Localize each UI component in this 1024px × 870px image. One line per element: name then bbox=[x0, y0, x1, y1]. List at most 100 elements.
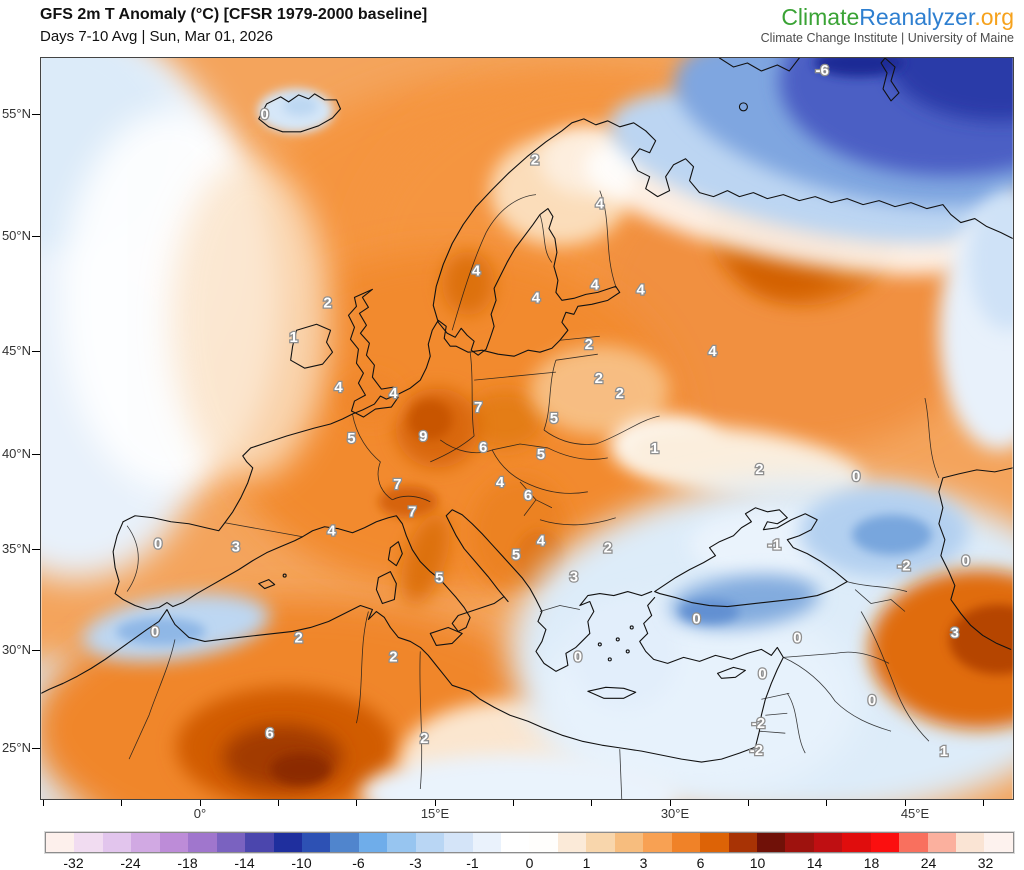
map-title: GFS 2m T Anomaly (°C) [CFSR 1979-2000 ba… bbox=[40, 6, 428, 23]
lat-tick bbox=[32, 453, 40, 455]
contour-label: 4 bbox=[472, 262, 481, 279]
colorbar-segment bbox=[956, 833, 985, 852]
contour-label: -6 bbox=[816, 62, 829, 79]
contour-label: 7 bbox=[393, 476, 401, 493]
contour-label: 2 bbox=[531, 152, 539, 169]
colorbar-segment bbox=[159, 833, 189, 852]
lon-tick bbox=[512, 800, 514, 806]
colorbar-segment bbox=[301, 833, 331, 852]
colorbar-segment bbox=[245, 833, 274, 852]
contour-label: 4 bbox=[708, 343, 717, 360]
colorbar-tick-label: -3 bbox=[409, 855, 422, 870]
colorbar-segment bbox=[756, 833, 786, 852]
colorbar-tick-label: 24 bbox=[920, 855, 937, 870]
climate-reanalyzer-logo[interactable]: ClimateReanalyzer.org bbox=[781, 4, 1014, 30]
colorbar-tick-label: 32 bbox=[977, 855, 994, 870]
contour-label: 5 bbox=[550, 410, 558, 427]
contour-label: 2 bbox=[755, 461, 763, 478]
lon-tick-label: 45°E bbox=[900, 806, 930, 821]
contour-label: 1 bbox=[289, 329, 297, 346]
contour-label: 0 bbox=[793, 629, 801, 646]
lat-tick-label: 35°N bbox=[1, 541, 31, 556]
colorbar-segment bbox=[586, 833, 615, 852]
contour-label: 4 bbox=[591, 276, 600, 293]
contour-label: 0 bbox=[692, 610, 700, 627]
lon-tick bbox=[277, 800, 279, 806]
contour-label: 0 bbox=[151, 623, 159, 640]
lon-tick bbox=[434, 800, 436, 806]
lat-tick-label: 45°N bbox=[1, 343, 31, 358]
contour-label: 6 bbox=[266, 725, 274, 742]
colorbar-segment bbox=[358, 833, 388, 852]
contour-label: 2 bbox=[323, 294, 331, 311]
colorbar-tick-label: 14 bbox=[806, 855, 823, 870]
contour-label: 6 bbox=[479, 439, 487, 456]
contour-label: -2 bbox=[750, 742, 763, 759]
logo-part-org: .org bbox=[974, 4, 1014, 30]
colorbar-tick-label: -10 bbox=[291, 855, 312, 870]
colorbar-tick-label: 0 bbox=[525, 855, 534, 870]
colorbar-segment bbox=[728, 833, 757, 852]
lat-tick bbox=[32, 649, 40, 651]
contour-label: 2 bbox=[420, 730, 428, 747]
contour-label: 6 bbox=[524, 487, 532, 504]
colorbar-segment bbox=[46, 833, 75, 852]
contour-label: 4 bbox=[496, 474, 505, 491]
contour-label: 2 bbox=[595, 370, 603, 387]
colorbar-segment bbox=[643, 833, 672, 852]
contour-label: 3 bbox=[951, 624, 959, 641]
lon-tick bbox=[826, 800, 828, 806]
colorbar-segment bbox=[216, 833, 246, 852]
contour-label: 2 bbox=[604, 540, 612, 557]
map-subtitle: Days 7-10 Avg | Sun, Mar 01, 2026 bbox=[40, 28, 273, 45]
colorbar-segment bbox=[785, 833, 814, 852]
colorbar-segment bbox=[74, 833, 103, 852]
logo-part-reanalyzer: Reanalyzer bbox=[859, 4, 975, 30]
lat-tick bbox=[32, 235, 40, 237]
colorbar-tick-label: -1 bbox=[466, 855, 479, 870]
contour-label: 2 bbox=[585, 336, 593, 353]
colorbar-segment bbox=[870, 833, 900, 852]
anomaly-map: 0 -6 2 4 4 4 4 4 2 1 2 4 2 2 4 4 7 5 9 5 6 5 1 2 0 7 4 6 7 4 4 0 3 5 2 -1 5 3… bbox=[40, 57, 1014, 800]
contour-label: 0 bbox=[758, 665, 766, 682]
contour-label: 2 bbox=[389, 648, 397, 665]
lon-tick bbox=[747, 800, 749, 806]
contour-label: -2 bbox=[897, 558, 910, 575]
contour-label: 0 bbox=[154, 536, 162, 553]
colorbar-tick-label: -32 bbox=[63, 855, 84, 870]
colorbar-segment bbox=[472, 833, 501, 852]
colorbar-segment bbox=[501, 833, 530, 852]
contour-label: 4 bbox=[596, 196, 605, 213]
lon-tick bbox=[121, 800, 123, 806]
colorbar-tick-label: 3 bbox=[639, 855, 648, 870]
lon-tick bbox=[669, 800, 671, 806]
colorbar-labels: -32 -24 -18 -14 -10 -6 -3 -1 0 1 3 6 10 14 18 24 32 bbox=[45, 855, 1014, 870]
lon-tick bbox=[591, 800, 593, 806]
contour-label: 5 bbox=[512, 547, 520, 564]
logo-part-climate: Climate bbox=[781, 4, 860, 30]
colorbar-segment bbox=[188, 833, 217, 852]
contour-label: 4 bbox=[327, 523, 336, 540]
lat-tick-label: 25°N bbox=[1, 740, 31, 755]
colorbar-segment bbox=[102, 833, 132, 852]
colorbar-segment bbox=[557, 833, 587, 852]
lon-tick bbox=[199, 800, 201, 806]
lon-tick-label: 15°E bbox=[420, 806, 450, 821]
colorbar-segment bbox=[700, 833, 729, 852]
contour-label: 4 bbox=[334, 379, 343, 396]
lon-tick bbox=[42, 800, 44, 806]
colorbar-tick-label: 10 bbox=[749, 855, 766, 870]
colorbar-segment bbox=[415, 833, 445, 852]
contour-label: 4 bbox=[537, 533, 546, 550]
contour-label: 5 bbox=[435, 570, 443, 587]
colorbar-segment bbox=[273, 833, 302, 852]
colorbar-segment bbox=[813, 833, 843, 852]
contour-label: 4 bbox=[389, 385, 398, 402]
colorbar-tick-label: -24 bbox=[120, 855, 141, 870]
lon-tick bbox=[356, 800, 358, 806]
colorbar-segment bbox=[842, 833, 871, 852]
colorbar-tick-label: 1 bbox=[582, 855, 591, 870]
lat-tick bbox=[32, 747, 40, 749]
